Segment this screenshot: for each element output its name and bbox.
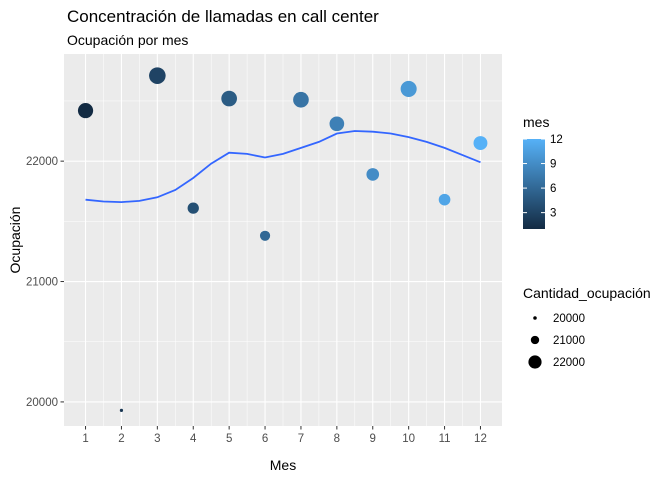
x-tick-label: 3 bbox=[154, 433, 160, 445]
x-tick-label: 8 bbox=[334, 433, 340, 445]
y-tick-label: 20000 bbox=[26, 397, 58, 409]
size-legend-title: Cantidad_ocupación bbox=[523, 285, 651, 301]
data-point-mes-10 bbox=[400, 80, 417, 97]
data-point-mes-2 bbox=[119, 408, 124, 412]
data-point-mes-11 bbox=[438, 193, 451, 206]
data-point-mes-12 bbox=[473, 136, 488, 151]
x-tick-label: 7 bbox=[298, 433, 304, 445]
y-tick-label: 22000 bbox=[26, 156, 58, 168]
data-point-mes-9 bbox=[366, 168, 380, 181]
smooth-line-layer bbox=[85, 130, 481, 204]
color-legend-label: 6 bbox=[550, 183, 556, 195]
x-tick-label: 6 bbox=[262, 433, 268, 445]
x-tick-label: 10 bbox=[402, 433, 415, 445]
data-point-mes-7 bbox=[293, 91, 309, 108]
chart-subtitle: Ocupación por mes bbox=[67, 32, 188, 48]
points-layer bbox=[77, 67, 488, 412]
x-tick-label: 1 bbox=[82, 433, 88, 445]
smooth-trend-line bbox=[85, 130, 481, 204]
color-legend-title: mes bbox=[523, 114, 549, 130]
data-point-mes-4 bbox=[187, 202, 199, 214]
size-legend-label: 22000 bbox=[553, 357, 585, 369]
y-axis-label: Ocupación bbox=[7, 207, 23, 274]
x-tick-label: 11 bbox=[439, 433, 451, 445]
size-legend-label: 20000 bbox=[553, 313, 585, 325]
x-tick-label: 2 bbox=[118, 433, 124, 445]
size-legend: Cantidad_ocupación 20000 21000 22000 bbox=[523, 285, 651, 369]
x-tick-label: 12 bbox=[474, 433, 487, 445]
data-point-mes-3 bbox=[149, 67, 166, 84]
y-tick-label: 21000 bbox=[26, 277, 58, 289]
y-axis-ticks: 20000 21000 22000 bbox=[26, 156, 64, 409]
color-legend-label: 3 bbox=[550, 208, 556, 220]
size-legend-label: 21000 bbox=[553, 335, 585, 347]
x-axis-label: Mes bbox=[270, 457, 296, 473]
color-legend-bar bbox=[523, 139, 545, 229]
x-tick-label: 4 bbox=[190, 433, 197, 445]
size-legend-key bbox=[533, 316, 537, 320]
color-legend: mes 3 6 9 12 bbox=[523, 114, 563, 229]
data-point-mes-1 bbox=[77, 102, 94, 119]
x-tick-label: 9 bbox=[370, 433, 376, 445]
size-legend-key bbox=[528, 355, 542, 369]
data-point-mes-5 bbox=[221, 90, 237, 107]
color-legend-label: 12 bbox=[550, 134, 563, 146]
chart-title: Concentración de llamadas en call center bbox=[67, 7, 379, 26]
x-tick-label: 5 bbox=[226, 433, 232, 445]
size-legend-key bbox=[530, 335, 540, 345]
x-axis-ticks: 1 2 3 4 5 6 7 8 9 10 11 12 bbox=[82, 426, 487, 445]
data-point-mes-6 bbox=[259, 230, 271, 241]
color-legend-label: 9 bbox=[550, 159, 556, 171]
data-point-mes-8 bbox=[329, 116, 345, 132]
